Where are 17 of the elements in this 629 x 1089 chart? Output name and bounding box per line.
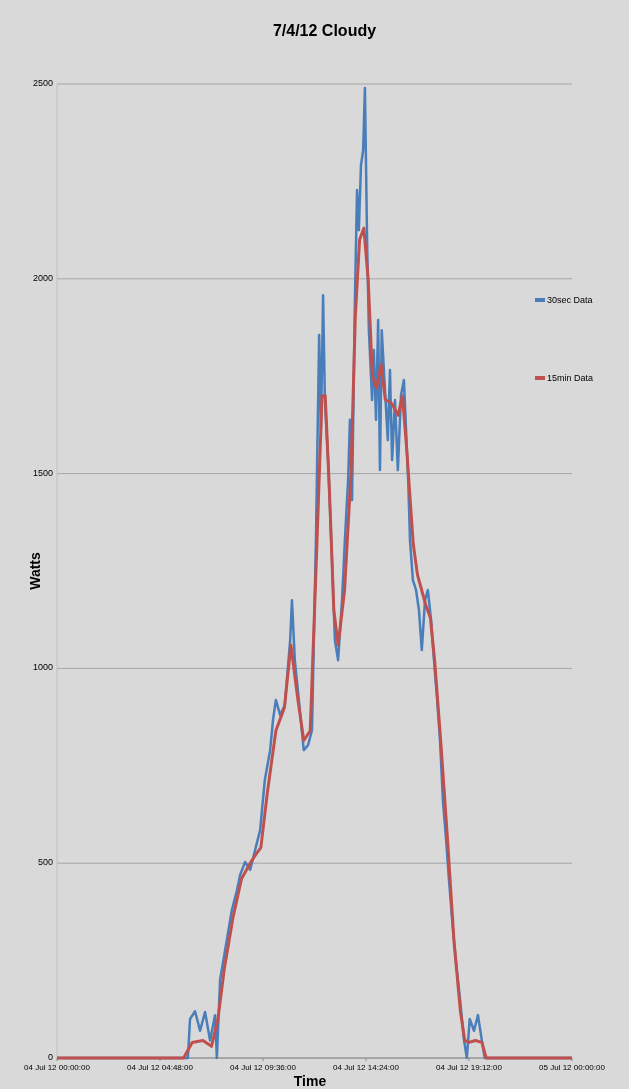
x-tick-label: 04 Jul 12 19:12:00	[436, 1063, 503, 1072]
x-axis-title: Time	[293, 1073, 327, 1089]
x-tick-label: 04 Jul 12 00:00:00	[24, 1063, 91, 1072]
y-tick-label: 2000	[32, 272, 53, 283]
legend-label: 15min Data	[547, 373, 594, 383]
y-tick-label: 0	[47, 1052, 53, 1062]
x-tick-label: 04 Jul 12 14:24:00	[333, 1063, 400, 1072]
chart-title: 7/4/12 Cloudy	[272, 22, 377, 39]
x-tick-label: 04 Jul 12 04:48:00	[127, 1063, 194, 1072]
legend-label: 30sec Data	[547, 295, 593, 305]
x-tick-label: 05 Jul 12 00:00:00	[539, 1063, 606, 1072]
x-tick-label: 04 Jul 12 09:36:00	[230, 1063, 297, 1072]
y-tick-label: 500	[37, 857, 53, 868]
y-tick-label: 1000	[32, 662, 53, 673]
y-tick-label: 2500	[32, 78, 53, 88]
y-axis-title: Watts	[27, 551, 43, 590]
y-tick-label: 1500	[32, 467, 53, 478]
